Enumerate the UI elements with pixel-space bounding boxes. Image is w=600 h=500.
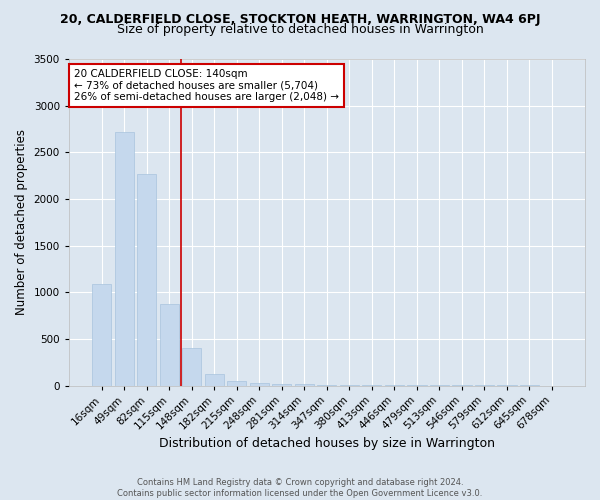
Bar	[182, 348, 202, 386]
Bar	[317, 385, 337, 386]
Bar	[205, 374, 224, 386]
Bar	[137, 174, 157, 386]
Text: 20 CALDERFIELD CLOSE: 140sqm
← 73% of detached houses are smaller (5,704)
26% of: 20 CALDERFIELD CLOSE: 140sqm ← 73% of de…	[74, 69, 339, 102]
Text: 20, CALDERFIELD CLOSE, STOCKTON HEATH, WARRINGTON, WA4 6PJ: 20, CALDERFIELD CLOSE, STOCKTON HEATH, W…	[60, 12, 540, 26]
Y-axis label: Number of detached properties: Number of detached properties	[15, 130, 28, 316]
Bar	[92, 284, 112, 386]
Text: Size of property relative to detached houses in Warrington: Size of property relative to detached ho…	[116, 22, 484, 36]
Bar	[250, 383, 269, 386]
X-axis label: Distribution of detached houses by size in Warrington: Distribution of detached houses by size …	[159, 437, 495, 450]
Bar	[295, 384, 314, 386]
Bar	[227, 381, 247, 386]
Text: Contains HM Land Registry data © Crown copyright and database right 2024.
Contai: Contains HM Land Registry data © Crown c…	[118, 478, 482, 498]
Bar	[115, 132, 134, 386]
Bar	[272, 384, 292, 386]
Bar	[160, 304, 179, 386]
